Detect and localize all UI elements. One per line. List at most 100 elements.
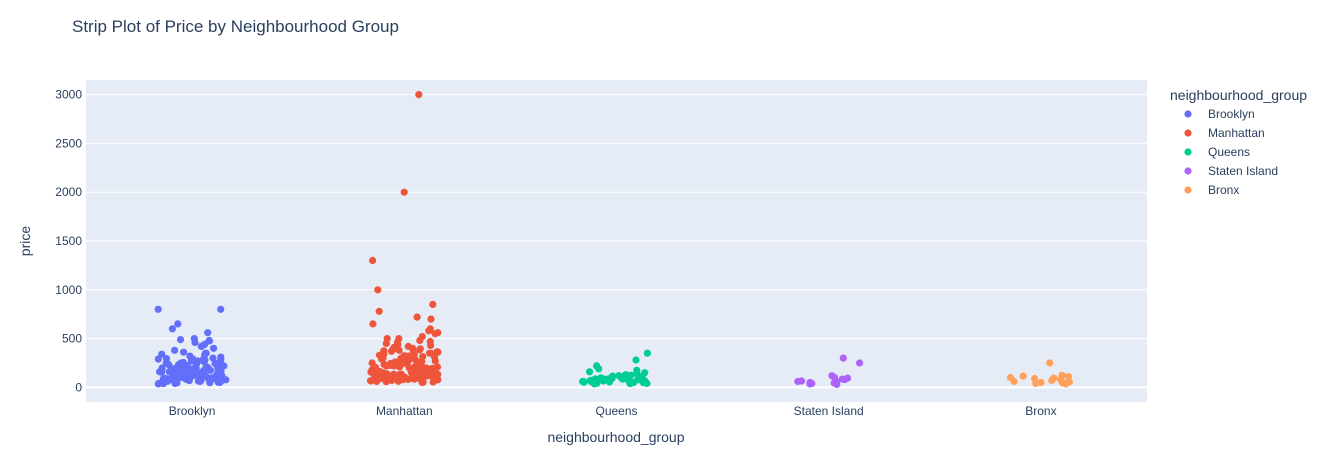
data-point-brooklyn	[154, 355, 162, 363]
data-point-staten-island	[794, 377, 802, 386]
legend-marker	[1184, 148, 1192, 156]
data-point-brooklyn	[196, 377, 204, 386]
data-point-queens	[587, 377, 595, 385]
legend-item-label: Manhattan	[1208, 126, 1265, 140]
data-point-brooklyn	[217, 305, 225, 313]
data-point-manhattan	[416, 336, 424, 345]
data-point-bronx	[1064, 373, 1072, 381]
data-point-queens	[580, 377, 588, 386]
y-tick-label: 1000	[55, 283, 82, 297]
data-point-staten-island	[833, 380, 841, 388]
data-point-bronx	[1032, 379, 1040, 388]
x-axis-ticks: Brooklyn Manhattan Queens Staten Island Bron…	[169, 404, 1057, 418]
data-point-brooklyn	[204, 329, 212, 337]
data-point-queens	[595, 365, 603, 373]
data-point-manhattan	[399, 359, 407, 367]
data-point-manhattan	[404, 375, 412, 383]
data-point-manhattan	[405, 354, 413, 362]
data-point-manhattan	[382, 339, 390, 348]
data-point-manhattan	[396, 374, 404, 382]
y-axis-label: price	[17, 226, 33, 257]
y-tick-label: 2500	[55, 136, 82, 150]
data-point-brooklyn	[192, 370, 201, 378]
data-point-manhattan	[390, 370, 398, 378]
y-tick-label: 500	[62, 332, 82, 346]
data-point-manhattan	[425, 327, 433, 335]
y-tick-label: 0	[75, 380, 82, 394]
legend: neighbourhood_group Brooklyn Manhattan Que…	[1170, 87, 1307, 197]
data-point-staten-island	[841, 376, 849, 384]
data-point-bronx	[1062, 380, 1070, 388]
data-point-manhattan	[415, 91, 423, 99]
data-point-bronx	[1048, 376, 1056, 385]
data-point-manhattan	[369, 320, 377, 328]
data-point-manhattan	[416, 346, 424, 354]
data-points	[154, 91, 1073, 388]
data-point-brooklyn	[191, 338, 199, 347]
data-point-staten-island	[856, 359, 864, 367]
data-point-bronx	[1019, 372, 1027, 380]
data-point-brooklyn	[167, 364, 175, 372]
data-point-brooklyn	[176, 336, 185, 344]
legend-item-label: Staten Island	[1208, 164, 1278, 178]
data-point-manhattan	[409, 371, 417, 379]
data-point-brooklyn	[168, 372, 176, 380]
legend-item-label: Queens	[1208, 145, 1250, 159]
data-point-brooklyn	[180, 348, 188, 356]
data-point-bronx	[1046, 359, 1054, 367]
data-point-manhattan	[429, 300, 437, 308]
data-point-manhattan	[426, 368, 434, 376]
data-point-brooklyn	[171, 346, 179, 354]
data-point-manhattan	[382, 378, 390, 386]
legend-item-label: Bronx	[1208, 183, 1239, 197]
data-point-brooklyn	[154, 305, 162, 313]
data-point-manhattan	[375, 307, 383, 315]
data-point-staten-island	[839, 354, 847, 362]
gridlines	[86, 94, 1147, 389]
data-point-queens	[630, 378, 638, 387]
x-tick-label: Brooklyn	[169, 404, 216, 418]
data-point-manhattan	[416, 364, 425, 372]
data-point-brooklyn	[209, 354, 217, 362]
data-point-manhattan	[373, 377, 381, 386]
legend-marker	[1184, 167, 1192, 175]
data-point-manhattan	[395, 346, 403, 354]
data-point-brooklyn	[162, 359, 170, 367]
data-point-manhattan	[374, 286, 382, 294]
legend-marker	[1184, 186, 1192, 194]
data-point-bronx	[1010, 377, 1018, 386]
data-point-brooklyn	[220, 362, 228, 370]
y-axis-ticks: 0 500 1000 1500 2000 2500 3000	[55, 88, 82, 395]
data-point-manhattan	[372, 372, 380, 380]
x-tick-label: Staten Island	[794, 404, 864, 418]
data-point-brooklyn	[192, 360, 201, 368]
x-axis-label: neighbourhood_group	[547, 429, 684, 445]
data-point-brooklyn	[202, 364, 210, 372]
data-point-manhattan	[367, 377, 375, 385]
legend-title: neighbourhood_group	[1170, 87, 1307, 103]
data-point-manhattan	[432, 370, 440, 378]
y-tick-label: 2000	[55, 185, 82, 199]
data-point-manhattan	[433, 376, 441, 384]
legend-marker	[1184, 110, 1192, 118]
data-point-queens	[632, 356, 640, 364]
data-point-brooklyn	[154, 380, 162, 388]
data-point-queens	[619, 374, 627, 382]
data-point-brooklyn	[210, 344, 218, 352]
data-point-manhattan	[431, 357, 439, 365]
data-point-brooklyn	[179, 363, 188, 371]
legend-item-label: Brooklyn	[1208, 107, 1255, 121]
data-point-brooklyn	[158, 368, 166, 376]
data-point-manhattan	[427, 341, 435, 349]
data-point-manhattan	[411, 356, 419, 364]
data-point-brooklyn	[200, 358, 208, 366]
data-point-queens	[643, 379, 651, 388]
data-point-manhattan	[433, 363, 442, 371]
data-point-brooklyn	[174, 320, 182, 328]
x-tick-label: Queens	[595, 404, 637, 418]
data-point-manhattan	[427, 315, 435, 323]
data-point-queens	[601, 375, 609, 383]
chart-title: Strip Plot of Price by Neighbourhood Gro…	[72, 17, 399, 36]
